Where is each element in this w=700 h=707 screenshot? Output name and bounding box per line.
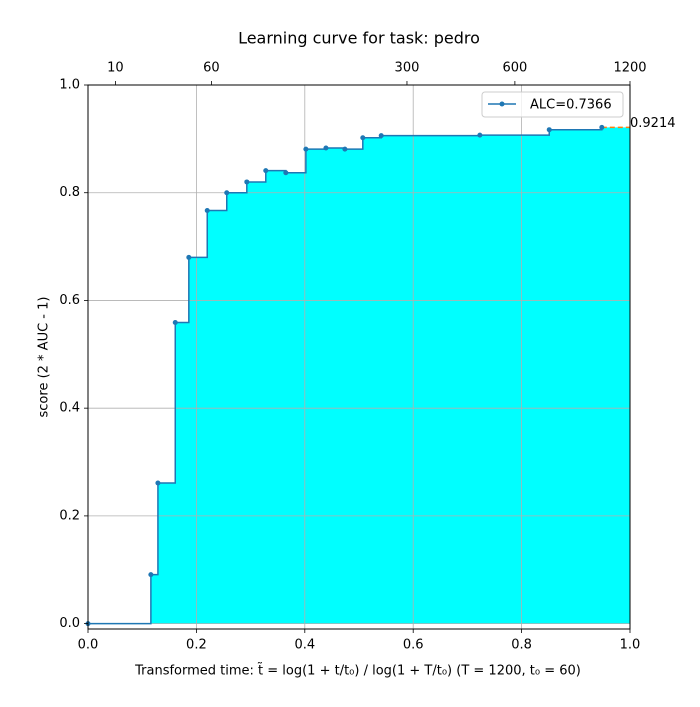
data-point <box>148 572 154 578</box>
data-point <box>172 320 178 326</box>
data-point <box>303 146 309 152</box>
data-point <box>342 146 348 152</box>
top-tick-label: 10 <box>107 61 124 76</box>
y-tick-label: 0.2 <box>59 508 80 523</box>
x-tick-label: 0.0 <box>78 638 99 653</box>
data-point <box>263 168 269 174</box>
y-tick-label: 1.0 <box>59 78 80 93</box>
x-tick-label: 0.6 <box>403 638 424 653</box>
top-tick-label: 600 <box>502 61 527 76</box>
data-point <box>477 132 483 138</box>
y-tick-label: 0.8 <box>59 185 80 200</box>
data-point <box>204 207 210 213</box>
data-point <box>599 124 605 130</box>
annotation-label: 0.9214 <box>630 116 676 131</box>
x-axis-label: Transformed time: t̃ = log(1 + t/t₀) / l… <box>134 663 581 678</box>
data-point <box>155 480 161 486</box>
legend-marker <box>499 101 505 107</box>
x-tick-label: 0.8 <box>511 638 532 653</box>
plot-frame <box>87 84 631 630</box>
x-tick-label: 1.0 <box>620 638 641 653</box>
x-tick-label: 0.2 <box>186 638 207 653</box>
data-point <box>224 190 230 196</box>
legend-label: ALC=0.7366 <box>530 98 612 113</box>
top-tick-label: 60 <box>203 61 220 76</box>
data-point <box>546 127 552 133</box>
legend-box <box>481 91 624 118</box>
top-tick-label: 1200 <box>613 61 646 76</box>
data-point <box>360 135 366 141</box>
data-point <box>283 170 289 176</box>
data-point <box>378 133 384 139</box>
y-tick-label: 0.4 <box>59 401 80 416</box>
data-point <box>186 254 192 260</box>
area-fill <box>88 127 630 624</box>
chart-title: Learning curve for task: pedro <box>238 29 480 48</box>
top-tick-label: 300 <box>395 61 420 76</box>
x-tick-label: 0.4 <box>294 638 315 653</box>
data-point <box>244 179 250 185</box>
data-point <box>323 145 329 151</box>
y-axis-label: score (2 * AUC - 1) <box>37 297 52 418</box>
y-tick-label: 0.0 <box>59 616 80 631</box>
y-tick-label: 0.6 <box>59 293 80 308</box>
